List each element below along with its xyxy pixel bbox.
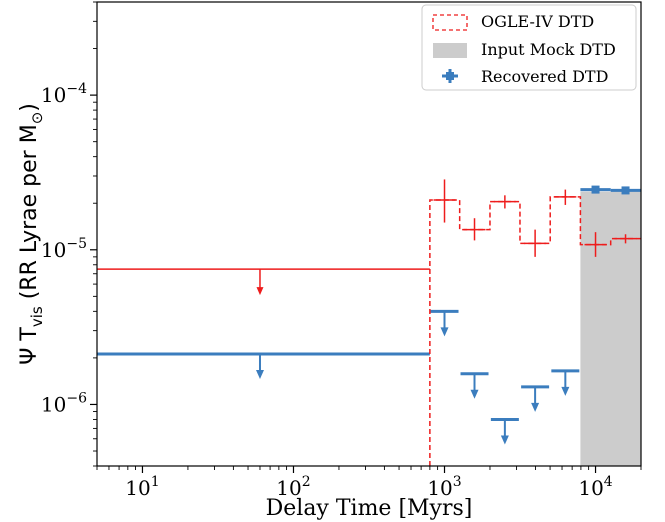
x-tick-label-1: 102 [276, 474, 310, 500]
x-tick-label-2: 103 [427, 474, 461, 500]
x-tick-label-0: 101 [125, 474, 159, 500]
ogle-step-line [429, 196, 641, 466]
recovered-limit-arrow-3 [500, 435, 509, 445]
legend-box [421, 4, 637, 91]
recovered-point-0 [591, 185, 600, 194]
legend-label-mock: Input Mock DTD [481, 40, 616, 59]
legend-swatch-ogle [432, 14, 468, 31]
mock-dtd-fill-0 [580, 191, 641, 466]
recovered-limit-arrow-5 [561, 386, 570, 396]
x-axis-label: Delay Time [Myrs] [266, 496, 473, 521]
legend-label-ogle: OGLE-IV DTD [481, 12, 594, 31]
recovered-point-1 [621, 186, 630, 195]
legend-marker-recovered [442, 69, 458, 83]
y-tick-label-1: 10−5 [41, 236, 87, 262]
y-tick-label-0: 10−6 [41, 390, 87, 416]
recovered-limit-arrow-2 [470, 389, 479, 399]
legend: OGLE-IV DTD Input Mock DTD Recovered DTD [421, 4, 637, 91]
recovered-limit-arrow-4 [531, 402, 540, 412]
legend-swatch-mock [433, 43, 467, 58]
recovered-limit-arrow-0 [255, 369, 264, 379]
plot-frame [96, 1, 642, 467]
recovered-limit-arrow-1 [440, 327, 449, 337]
legend-label-recovered: Recovered DTD [481, 67, 608, 86]
y-tick-label-2: 10−4 [41, 81, 87, 107]
y-axis-label: Ψ Tvis (RR Lyrae per M⊙) [17, 103, 46, 365]
x-tick-label-3: 104 [578, 474, 612, 500]
ogle-limit-arrow-0 [256, 287, 264, 296]
